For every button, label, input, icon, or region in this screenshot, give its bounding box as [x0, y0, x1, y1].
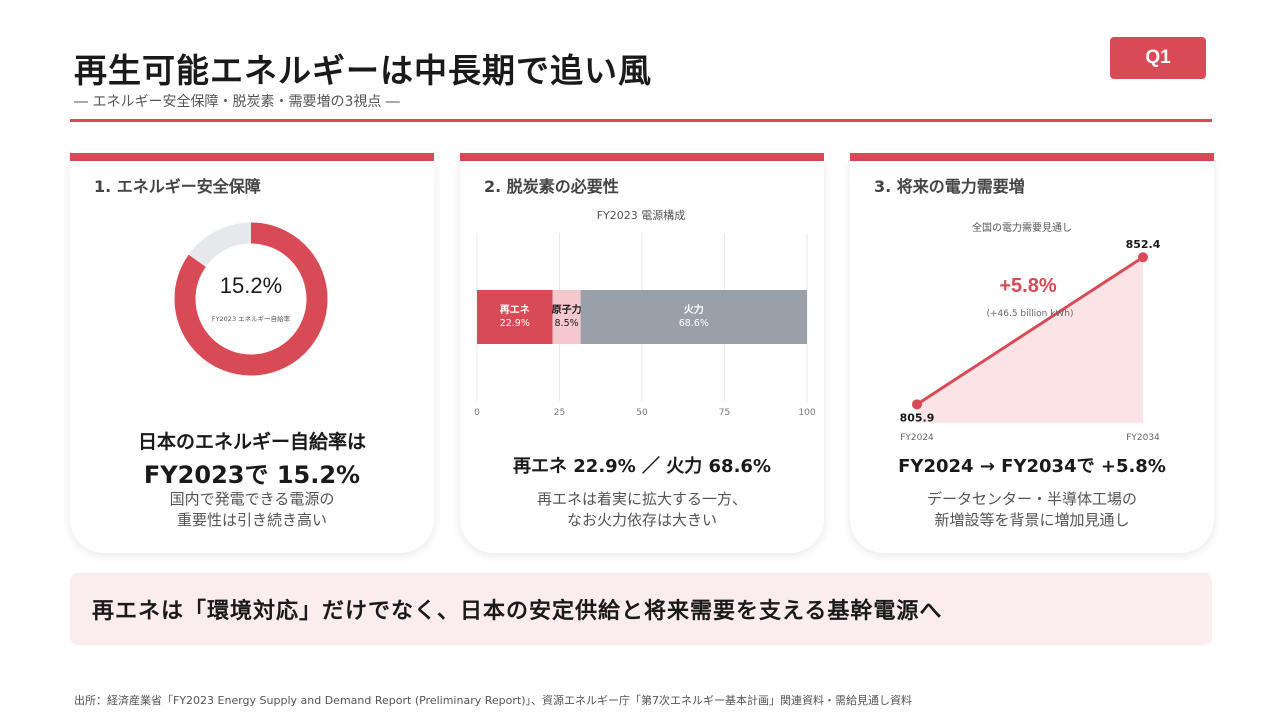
stacked-bar-chart: FY2023 電源構成 再エネ 22.9% 原子力 8.5% 火力 68.6% 0 25 50… — [474, 208, 816, 418]
data-label-fy2034: 852.4 — [1126, 238, 1161, 251]
card-accent-bar — [460, 153, 824, 161]
line-series — [916, 255, 1144, 406]
x-tick-label: 25 — [554, 408, 565, 418]
x-tick-label: 50 — [636, 408, 648, 418]
card-headline: FY2024 → FY2034で +5.8% — [898, 456, 1166, 477]
x-tick-label: 0 — [474, 408, 480, 418]
card-headline-1: 日本のエネルギー自給率は — [137, 431, 366, 453]
bar-segment-value: 8.5% — [555, 318, 579, 329]
card-title: 1. エネルギー安全保障 — [94, 177, 261, 196]
growth-annotation: +5.8% — [999, 275, 1056, 297]
card-title: 3. 将来の電力需要増 — [874, 177, 1025, 196]
bar-segment-0 — [477, 290, 553, 344]
key-message-text: 再エネは「環境対応」だけでなく、日本の安定供給と将来需要を支える基幹電源へ — [92, 599, 943, 624]
card-decarbonization: 2. 脱炭素の必要性 FY2023 電源構成 再エネ 22.9% 原子力 8.5% 火力… — [460, 161, 824, 553]
growth-annotation-sub: (+46.5 billion kWh) — [986, 309, 1073, 319]
card-note-1: 国内で発電できる電源の — [169, 490, 335, 508]
bar-segment-2 — [580, 290, 807, 344]
donut-center-value: 15.2% — [220, 273, 282, 298]
page-subtitle: ― エネルギー安全保障・脱炭素・需要増の3視点 ― — [74, 94, 400, 110]
card-accent-bar — [70, 153, 434, 161]
donut-segment-main — [174, 222, 328, 376]
line-chart: 全国の電力需要見通し 805.9 852.4 +5.8% (+46.5 bill… — [900, 221, 1161, 443]
card-note-2: 新増設等を背景に増加見通し — [934, 511, 1130, 529]
line-area-fill — [917, 257, 1143, 423]
data-point-fy2024 — [912, 399, 922, 410]
bar-segment-name: 火力 — [684, 303, 704, 316]
line-chart-title: 全国の電力需要見通し — [972, 221, 1072, 234]
card-demand-growth: 3. 将来の電力需要増 全国の電力需要見通し 805.9 852.4 +5.8%… — [850, 161, 1214, 553]
question-badge: Q1 — [1110, 37, 1206, 79]
data-label-fy2024: 805.9 — [900, 411, 935, 424]
x-tick-fy2024: FY2024 — [900, 433, 934, 443]
donut-caption: FY2023 エネルギー自給率 — [212, 314, 291, 323]
data-point-fy2034 — [1138, 252, 1148, 263]
bar-segment-name: 再エネ — [500, 304, 530, 316]
card-energy-security: 1. エネルギー安全保障 15.2% FY2023 エネルギー自給率 日本のエネ… — [70, 161, 434, 553]
donut-chart: 15.2% FY2023 エネルギー自給率 — [174, 222, 328, 376]
card-title: 2. 脱炭素の必要性 — [484, 177, 619, 196]
bar-segment-value: 68.6% — [679, 318, 709, 329]
card-headline: 再エネ 22.9% ／ 火力 68.6% — [513, 456, 771, 477]
bar-chart-title: FY2023 電源構成 — [597, 208, 686, 222]
bar-segment-value: 22.9% — [500, 318, 530, 329]
card-note-2: なお火力依存は大きい — [566, 511, 717, 529]
card-headline-2: FY2023で 15.2% — [143, 461, 361, 489]
bar-segment-1 — [552, 290, 581, 344]
x-tick-label: 100 — [798, 408, 815, 418]
x-tick-label: 75 — [719, 408, 730, 418]
key-message-banner: 再エネは「環境対応」だけでなく、日本の安定供給と将来需要を支える基幹電源へ — [70, 573, 1212, 645]
card-accent-bar — [850, 153, 1214, 161]
x-tick-fy2034: FY2034 — [1126, 433, 1160, 443]
page-title: 再生可能エネルギーは中長期で追い風 — [74, 51, 652, 90]
bar-segment-name: 原子力 — [552, 303, 582, 316]
card-note-1: 再エネは着実に拡大する一方、 — [536, 490, 747, 508]
card-note-1: データセンター・半導体工場の — [926, 490, 1137, 508]
source-note: 出所：経済産業省「FY2023 Energy Supply and Demand… — [74, 694, 912, 707]
title-divider — [70, 119, 1212, 122]
card-note-2: 重要性は引き続き高い — [176, 511, 327, 529]
